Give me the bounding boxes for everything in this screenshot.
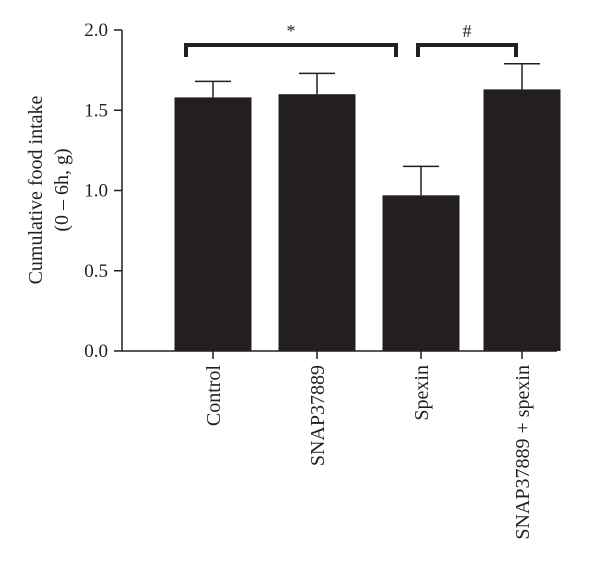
- significance-bracket: [184, 43, 398, 57]
- y-tick-label: 0.0: [84, 341, 108, 362]
- significance-bracket: [416, 43, 518, 57]
- bar: [483, 89, 561, 351]
- y-tick-label: 1.5: [84, 100, 108, 121]
- x-tick-label: SNAP37889 + spexin: [512, 365, 534, 540]
- x-tick-label: Control: [203, 365, 225, 427]
- y-axis-unit-label: (0 – 6h, g): [51, 148, 73, 231]
- bars: [174, 62, 561, 351]
- significance-label: *: [287, 21, 296, 41]
- y-tick-label: 1.0: [84, 181, 108, 202]
- bar: [174, 97, 252, 351]
- x-axis: Control SNAP37889 Spexin SNAP37889 + spexin: [122, 350, 557, 540]
- y-axis-label: Cumulative food intake: [25, 95, 47, 284]
- bar: [278, 94, 356, 351]
- y-tick-label: 2.0: [84, 20, 108, 41]
- significance-label: #: [463, 21, 472, 41]
- bar: [382, 195, 460, 351]
- y-axis: 0.0 0.5 1.0 1.5 2.0: [84, 20, 123, 362]
- significance-brackets: * #: [184, 21, 518, 57]
- x-tick-label: SNAP37889: [307, 365, 329, 466]
- y-tick-label: 0.5: [84, 261, 108, 282]
- x-tick-label: Spexin: [411, 365, 433, 421]
